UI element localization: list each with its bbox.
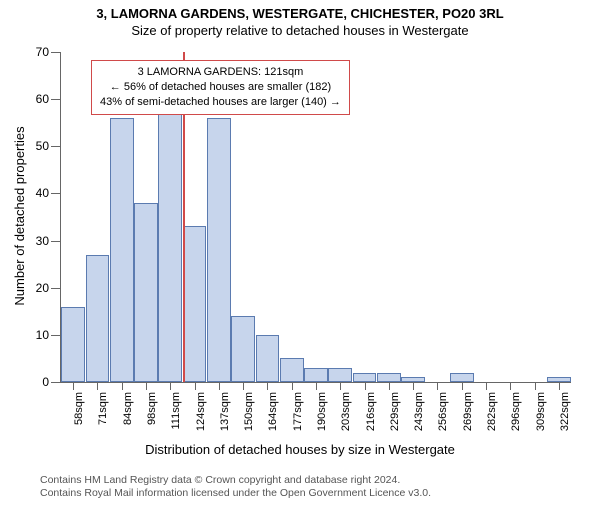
x-tick-label: 216sqm xyxy=(365,392,377,431)
x-tick xyxy=(486,382,487,390)
y-tick-label: 0 xyxy=(42,375,49,389)
x-tick-label: 269sqm xyxy=(462,392,474,431)
y-tick-label: 20 xyxy=(36,281,49,295)
y-tick xyxy=(51,288,61,289)
x-tick-label: 177sqm xyxy=(292,392,304,431)
x-tick-label: 256sqm xyxy=(437,392,449,431)
y-tick xyxy=(51,335,61,336)
x-tick xyxy=(195,382,196,390)
x-tick xyxy=(97,382,98,390)
y-tick-label: 10 xyxy=(36,328,49,342)
x-tick-label: 111sqm xyxy=(170,392,182,430)
y-tick xyxy=(51,52,61,53)
x-tick xyxy=(437,382,438,390)
footer-line-2: Contains Royal Mail information licensed… xyxy=(40,487,431,500)
footer-attribution: Contains HM Land Registry data © Crown c… xyxy=(40,474,431,500)
histogram-bar xyxy=(158,113,182,382)
x-tick-label: 71sqm xyxy=(97,392,109,425)
histogram-bar xyxy=(134,203,158,382)
y-tick-label: 70 xyxy=(36,45,49,59)
x-tick-label: 229sqm xyxy=(389,392,401,431)
x-tick-label: 282sqm xyxy=(486,392,498,431)
x-tick xyxy=(146,382,147,390)
annotation-line: ← 56% of detached houses are smaller (18… xyxy=(100,80,341,95)
x-tick xyxy=(559,382,560,390)
histogram-bar xyxy=(353,373,377,382)
chart-subtitle: Size of property relative to detached ho… xyxy=(0,23,600,38)
histogram-bar xyxy=(183,226,207,382)
histogram-bar xyxy=(450,373,474,382)
x-tick xyxy=(73,382,74,390)
x-tick-label: 124sqm xyxy=(195,392,207,431)
x-tick-label: 190sqm xyxy=(316,392,328,431)
chart-title: 3, LAMORNA GARDENS, WESTERGATE, CHICHEST… xyxy=(0,6,600,21)
x-tick-label: 58sqm xyxy=(73,392,85,425)
x-axis-label: Distribution of detached houses by size … xyxy=(0,442,600,457)
plot-region: 01020304050607058sqm71sqm84sqm98sqm111sq… xyxy=(60,52,571,383)
histogram-bar xyxy=(231,316,255,382)
annotation-line: 43% of semi-detached houses are larger (… xyxy=(100,95,341,110)
histogram-bar xyxy=(61,307,85,382)
histogram-bar xyxy=(110,118,134,382)
y-tick-label: 40 xyxy=(36,186,49,200)
x-tick-label: 296sqm xyxy=(510,392,522,431)
x-tick xyxy=(292,382,293,390)
y-tick-label: 60 xyxy=(36,92,49,106)
y-tick xyxy=(51,193,61,194)
x-tick-label: 84sqm xyxy=(122,392,134,425)
x-tick xyxy=(365,382,366,390)
x-tick xyxy=(219,382,220,390)
x-tick-label: 203sqm xyxy=(340,392,352,431)
histogram-bar xyxy=(280,358,304,382)
histogram-bar xyxy=(86,255,110,382)
y-tick xyxy=(51,146,61,147)
footer-line-1: Contains HM Land Registry data © Crown c… xyxy=(40,474,431,487)
x-tick xyxy=(243,382,244,390)
annotation-line: 3 LAMORNA GARDENS: 121sqm xyxy=(100,65,341,80)
y-tick-label: 30 xyxy=(36,234,49,248)
x-tick xyxy=(413,382,414,390)
x-tick-label: 137sqm xyxy=(219,392,231,431)
x-tick-label: 164sqm xyxy=(267,392,279,431)
x-tick-label: 98sqm xyxy=(146,392,158,425)
y-tick-label: 50 xyxy=(36,139,49,153)
histogram-bar xyxy=(256,335,280,382)
y-tick xyxy=(51,99,61,100)
x-tick-label: 150sqm xyxy=(243,392,255,431)
x-tick xyxy=(122,382,123,390)
y-tick xyxy=(51,382,61,383)
x-tick-label: 322sqm xyxy=(559,392,571,431)
x-tick xyxy=(389,382,390,390)
x-tick xyxy=(316,382,317,390)
x-tick-label: 309sqm xyxy=(535,392,547,431)
histogram-bar xyxy=(328,368,352,382)
histogram-bar xyxy=(304,368,328,382)
y-tick xyxy=(51,241,61,242)
x-tick xyxy=(340,382,341,390)
x-tick xyxy=(535,382,536,390)
chart-area: 01020304050607058sqm71sqm84sqm98sqm111sq… xyxy=(60,52,570,382)
x-tick xyxy=(510,382,511,390)
histogram-bar xyxy=(207,118,231,382)
y-axis-label: Number of detached properties xyxy=(12,126,27,305)
annotation-box: 3 LAMORNA GARDENS: 121sqm← 56% of detach… xyxy=(91,60,350,115)
x-tick xyxy=(462,382,463,390)
x-tick xyxy=(267,382,268,390)
histogram-bar xyxy=(377,373,401,382)
x-tick xyxy=(170,382,171,390)
x-tick-label: 243sqm xyxy=(413,392,425,431)
